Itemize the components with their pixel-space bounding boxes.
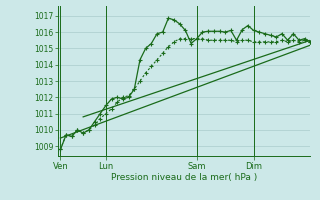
X-axis label: Pression niveau de la mer( hPa ): Pression niveau de la mer( hPa ) (111, 173, 257, 182)
